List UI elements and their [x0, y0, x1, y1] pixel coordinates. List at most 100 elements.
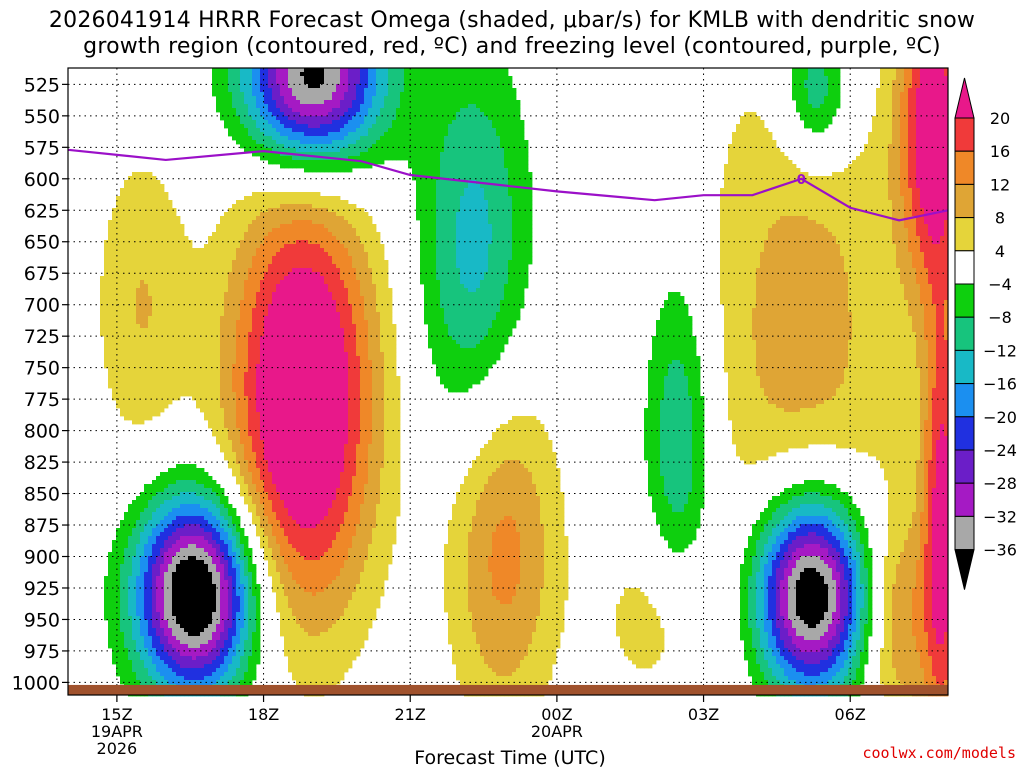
omega-cell [216, 504, 221, 509]
omega-cell [268, 88, 273, 93]
omega-cell [232, 356, 237, 361]
omega-cell [240, 536, 245, 541]
omega-cell [148, 384, 153, 389]
omega-cell [120, 596, 125, 601]
omega-cell [132, 308, 137, 313]
omega-cell [212, 652, 217, 657]
omega-cell [272, 400, 277, 405]
omega-cell [220, 592, 225, 597]
omega-cell [220, 384, 225, 389]
omega-cell [168, 328, 173, 333]
omega-cell [156, 564, 161, 569]
omega-cell [264, 452, 269, 457]
omega-cell [260, 212, 265, 217]
omega-cell [136, 520, 141, 525]
omega-cell [128, 264, 133, 269]
omega-cell [276, 464, 281, 469]
omega-cell [240, 276, 245, 281]
omega-cell [124, 316, 129, 321]
omega-cell [172, 512, 177, 517]
omega-cell [176, 580, 181, 585]
omega-cell [184, 332, 189, 337]
omega-cell [160, 352, 165, 357]
omega-cell [148, 404, 153, 409]
omega-cell [252, 584, 257, 589]
omega-cell [248, 260, 253, 265]
omega-cell [248, 324, 253, 329]
omega-cell [236, 584, 241, 589]
omega-cell [260, 108, 265, 113]
omega-cell [172, 672, 177, 677]
omega-cell [248, 68, 253, 73]
omega-cell [276, 508, 281, 513]
omega-cell [232, 636, 237, 641]
omega-cell [248, 248, 253, 253]
omega-cell [152, 408, 157, 413]
omega-cell [236, 312, 241, 317]
omega-cell [136, 412, 141, 417]
omega-cell [224, 348, 229, 353]
omega-cell [120, 532, 125, 537]
omega-cell [276, 232, 281, 237]
omega-cell [280, 196, 285, 201]
omega-cell [244, 380, 249, 385]
omega-cell [180, 308, 185, 313]
omega-cell [128, 248, 133, 253]
omega-cell [220, 336, 225, 341]
omega-cell [172, 676, 177, 681]
omega-cell [184, 488, 189, 493]
omega-cell [272, 332, 277, 337]
omega-cell [196, 624, 201, 629]
omega-cell [124, 524, 129, 529]
omega-cell [268, 500, 273, 505]
omega-cell [132, 292, 137, 297]
omega-cell [124, 204, 129, 209]
omega-cell [256, 476, 261, 481]
omega-cell [160, 636, 165, 641]
omega-cell [248, 88, 253, 93]
omega-cell [192, 320, 197, 325]
omega-cell [148, 200, 153, 205]
omega-cell [108, 560, 113, 565]
omega-cell [160, 600, 165, 605]
omega-cell [216, 428, 221, 433]
omega-cell [132, 336, 137, 341]
omega-cell [244, 68, 249, 73]
omega-cell [136, 304, 141, 309]
omega-cell [276, 100, 281, 105]
omega-cell [208, 392, 213, 397]
omega-cell [232, 568, 237, 573]
omega-cell [176, 348, 181, 353]
omega-cell [164, 664, 169, 669]
omega-cell [272, 304, 277, 309]
omega-cell [244, 680, 249, 685]
omega-cell [124, 404, 129, 409]
omega-cell [160, 204, 165, 209]
omega-cell [224, 572, 229, 577]
omega-cell [164, 344, 169, 349]
omega-cell [204, 472, 209, 477]
omega-cell [184, 352, 189, 357]
omega-cell [256, 616, 261, 621]
omega-cell [136, 188, 141, 193]
omega-cell [152, 380, 157, 385]
omega-cell [120, 260, 125, 265]
omega-cell [232, 312, 237, 317]
omega-cell [216, 324, 221, 329]
omega-cell [240, 604, 245, 609]
omega-cell [272, 580, 277, 585]
omega-cell [152, 260, 157, 265]
omega-cell [276, 148, 281, 153]
omega-cell [280, 204, 285, 209]
omega-cell [220, 676, 225, 681]
omega-cell [252, 300, 257, 305]
omega-cell [252, 384, 257, 389]
omega-cell [212, 640, 217, 645]
omega-cell [156, 260, 161, 265]
omega-cell [228, 680, 233, 685]
omega-cell [276, 308, 281, 313]
omega-cell [148, 584, 153, 589]
omega-cell [216, 104, 221, 109]
omega-cell [228, 504, 233, 509]
omega-cell [252, 480, 257, 485]
